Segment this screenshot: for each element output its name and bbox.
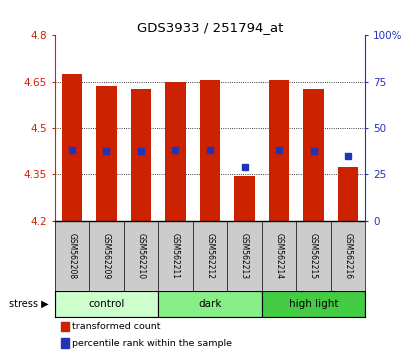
Text: percentile rank within the sample: percentile rank within the sample: [72, 339, 232, 348]
Bar: [131, 90, 151, 221]
Bar: [165, 82, 186, 221]
Text: GSM562214: GSM562214: [275, 233, 284, 279]
Bar: [338, 167, 359, 221]
Title: GDS3933 / 251794_at: GDS3933 / 251794_at: [137, 21, 283, 34]
Bar: [61, 338, 68, 348]
Text: control: control: [88, 299, 125, 309]
Text: stress ▶: stress ▶: [9, 299, 49, 309]
Text: GSM562210: GSM562210: [136, 233, 145, 279]
Text: dark: dark: [198, 299, 222, 309]
Text: GSM562216: GSM562216: [344, 233, 353, 279]
Bar: [61, 322, 68, 331]
Text: GSM562208: GSM562208: [67, 233, 76, 279]
Text: transformed count: transformed count: [72, 322, 160, 331]
Text: GSM562215: GSM562215: [309, 233, 318, 279]
Bar: [234, 176, 255, 221]
FancyBboxPatch shape: [262, 291, 365, 317]
FancyBboxPatch shape: [158, 291, 262, 317]
Bar: [269, 80, 289, 221]
Bar: [96, 86, 117, 221]
Bar: [61, 74, 82, 221]
Bar: [200, 80, 221, 221]
Text: GSM562212: GSM562212: [205, 233, 215, 279]
Text: GSM562213: GSM562213: [240, 233, 249, 279]
Bar: [303, 90, 324, 221]
Text: high light: high light: [289, 299, 339, 309]
Text: GSM562209: GSM562209: [102, 233, 111, 279]
Text: GSM562211: GSM562211: [171, 233, 180, 279]
FancyBboxPatch shape: [55, 291, 158, 317]
